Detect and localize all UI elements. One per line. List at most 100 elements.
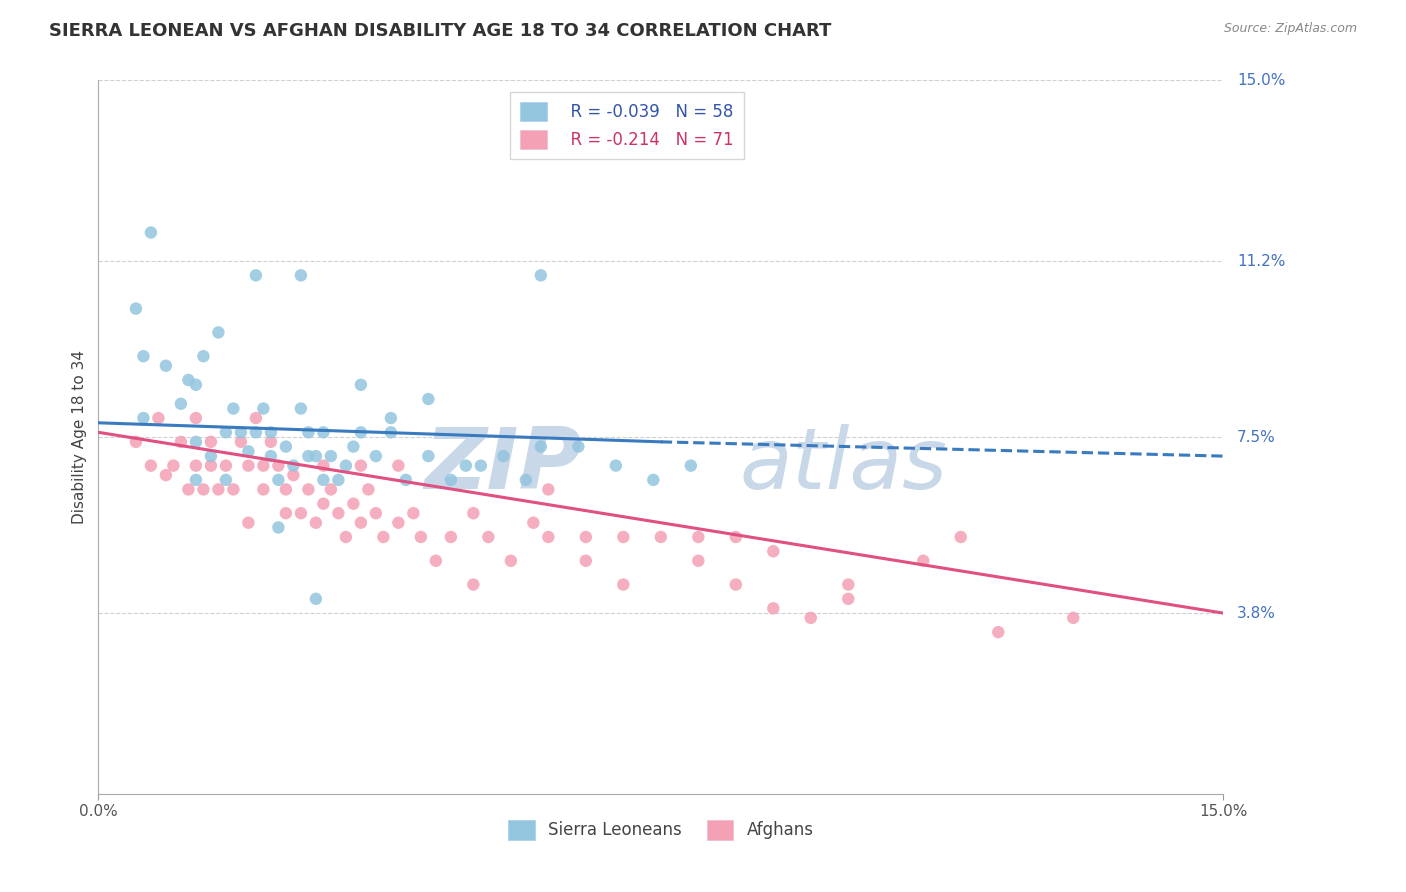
Point <box>139 458 162 473</box>
Point <box>312 458 335 473</box>
Point <box>222 401 245 416</box>
Point <box>492 449 515 463</box>
Point <box>837 577 859 591</box>
Point <box>364 506 387 520</box>
Point <box>335 530 357 544</box>
Point <box>912 554 935 568</box>
Point <box>575 530 598 544</box>
Point <box>350 425 373 440</box>
Point <box>679 458 702 473</box>
Point <box>222 483 245 497</box>
Point <box>530 268 553 283</box>
Point <box>267 458 290 473</box>
Point <box>357 483 380 497</box>
Point <box>215 425 238 440</box>
Point <box>170 434 193 449</box>
Point <box>177 373 200 387</box>
Point <box>319 483 342 497</box>
Text: 7.5%: 7.5% <box>1237 430 1275 444</box>
Point <box>229 434 252 449</box>
Point <box>238 444 260 458</box>
Point <box>800 611 823 625</box>
Point <box>987 625 1010 640</box>
Point <box>245 411 267 425</box>
Point <box>425 554 447 568</box>
Point <box>252 483 274 497</box>
Point <box>252 401 274 416</box>
Point <box>297 449 319 463</box>
Point <box>245 425 267 440</box>
Point <box>949 530 972 544</box>
Point <box>297 483 319 497</box>
Point <box>177 483 200 497</box>
Point <box>200 458 222 473</box>
Point <box>245 268 267 283</box>
Point <box>470 458 492 473</box>
Text: 15.0%: 15.0% <box>1237 73 1285 87</box>
Text: Source: ZipAtlas.com: Source: ZipAtlas.com <box>1223 22 1357 36</box>
Point <box>440 530 463 544</box>
Point <box>350 516 373 530</box>
Point <box>290 506 312 520</box>
Point <box>335 458 357 473</box>
Point <box>530 440 553 454</box>
Point <box>305 591 328 606</box>
Point <box>274 483 297 497</box>
Point <box>238 516 260 530</box>
Point <box>184 434 207 449</box>
Point <box>395 473 418 487</box>
Point <box>463 577 485 591</box>
Point <box>252 458 274 473</box>
Point <box>132 349 155 363</box>
Point <box>267 473 290 487</box>
Point <box>260 449 283 463</box>
Point <box>207 483 229 497</box>
Point <box>724 530 747 544</box>
Point <box>515 473 537 487</box>
Point <box>312 497 335 511</box>
Point <box>125 434 148 449</box>
Point <box>612 530 634 544</box>
Point <box>260 425 283 440</box>
Point <box>193 483 215 497</box>
Point <box>162 458 184 473</box>
Point <box>267 520 290 534</box>
Text: 11.2%: 11.2% <box>1237 253 1285 268</box>
Point <box>155 359 177 373</box>
Point <box>454 458 477 473</box>
Point <box>350 458 373 473</box>
Point <box>305 449 328 463</box>
Point <box>402 506 425 520</box>
Point <box>238 458 260 473</box>
Point <box>477 530 499 544</box>
Point <box>643 473 665 487</box>
Point <box>463 506 485 520</box>
Point <box>305 516 328 530</box>
Point <box>215 458 238 473</box>
Point <box>342 497 364 511</box>
Point <box>762 601 785 615</box>
Point <box>184 458 207 473</box>
Point <box>418 392 440 406</box>
Point <box>418 449 440 463</box>
Point <box>688 554 710 568</box>
Point <box>688 530 710 544</box>
Point <box>409 530 432 544</box>
Text: SIERRA LEONEAN VS AFGHAN DISABILITY AGE 18 TO 34 CORRELATION CHART: SIERRA LEONEAN VS AFGHAN DISABILITY AGE … <box>49 22 831 40</box>
Point <box>387 458 409 473</box>
Text: ZIP: ZIP <box>425 424 582 508</box>
Point <box>132 411 155 425</box>
Point <box>650 530 672 544</box>
Point <box>297 425 319 440</box>
Point <box>312 473 335 487</box>
Point <box>283 458 305 473</box>
Point <box>283 468 305 483</box>
Point <box>387 516 409 530</box>
Point <box>184 377 207 392</box>
Point <box>380 411 402 425</box>
Point <box>229 425 252 440</box>
Point <box>207 326 229 340</box>
Point <box>274 440 297 454</box>
Point <box>350 377 373 392</box>
Point <box>724 577 747 591</box>
